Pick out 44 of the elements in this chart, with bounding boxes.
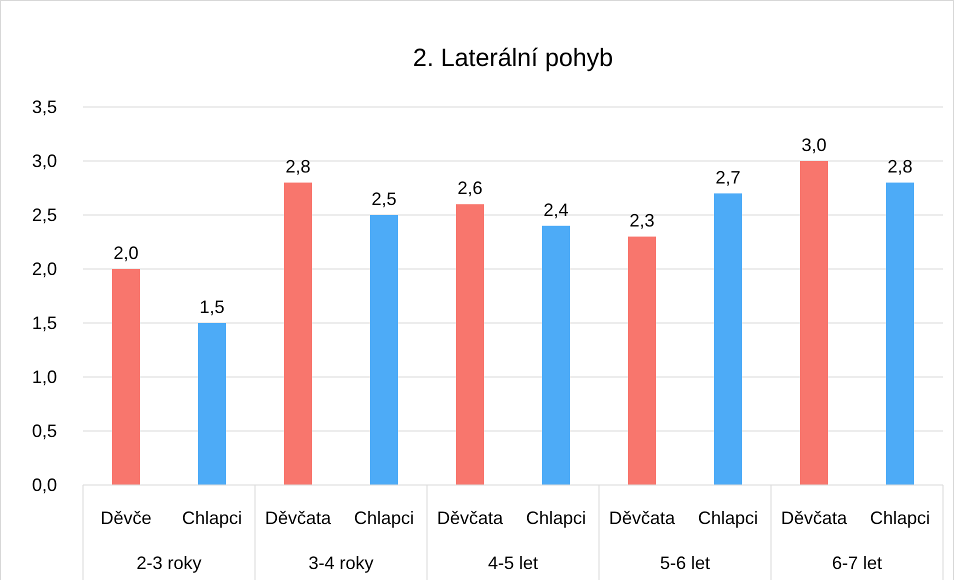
bar: [800, 161, 828, 485]
data-label: 2,0: [113, 243, 139, 263]
y-tick-label: 3,5: [32, 97, 57, 117]
x-tick-label: Děvčata: [264, 508, 332, 528]
data-label: 2,5: [371, 189, 397, 209]
bar: [886, 182, 914, 485]
text: 6-7 let: [832, 553, 882, 573]
bar: [198, 323, 226, 485]
bar: [714, 193, 742, 485]
bar: [542, 226, 570, 485]
data-label: 2,4: [543, 200, 569, 220]
text: 3-4 roky: [308, 553, 374, 573]
x-tick-label: Chlapci: [526, 508, 586, 528]
x-tick-label: Chlapci: [182, 508, 242, 528]
y-tick-label: 2,5: [32, 205, 57, 225]
data-label: 1,5: [199, 297, 225, 317]
x-tick-label: Děvče: [100, 508, 152, 528]
x-tick-label: Chlapci: [354, 508, 414, 528]
y-tick-label: 0,0: [32, 475, 57, 495]
x-tick-label: Chlapci: [698, 508, 758, 528]
data-label: 2,6: [457, 178, 483, 198]
bar: [112, 269, 140, 485]
text: 2-3 roky: [136, 553, 202, 573]
data-label: 2,8: [285, 156, 311, 177]
x-tick-label: Děvčata: [780, 508, 848, 528]
data-label: 3,0: [801, 135, 827, 155]
bar: [370, 215, 398, 485]
y-tick-label: 1,0: [32, 367, 57, 387]
y-tick-label: 2,0: [32, 259, 57, 279]
y-tick-label: 3,0: [32, 151, 57, 171]
y-tick-label: 0,5: [32, 421, 57, 441]
data-label: 2,7: [715, 167, 741, 188]
x-tick-label: Děvčata: [436, 508, 504, 528]
y-tick-label: 1,5: [32, 313, 57, 333]
x-tick-label: Děvčata: [608, 508, 676, 528]
chart-title: 2. Laterální pohyb: [412, 44, 614, 72]
bar: [628, 236, 656, 485]
bar: [456, 204, 484, 485]
data-label: 2,8: [887, 156, 913, 177]
text: 4-5 let: [488, 553, 538, 573]
bar: [284, 182, 312, 485]
text: 5-6 let: [660, 553, 710, 573]
data-label: 2,3: [629, 210, 655, 231]
x-tick-label: Chlapci: [870, 508, 930, 528]
